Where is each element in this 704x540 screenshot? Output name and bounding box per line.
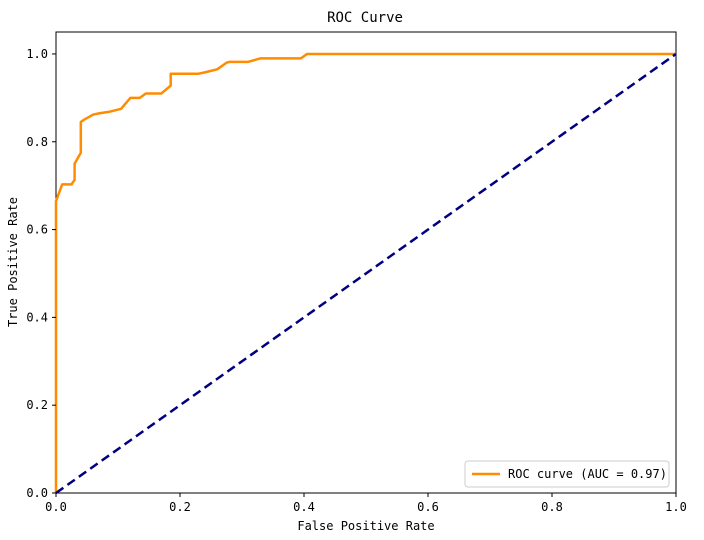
y-tick-label: 0.8 [26, 135, 48, 149]
x-tick-label: 1.0 [665, 500, 687, 514]
chance-diagonal-line [55, 52, 677, 495]
x-tick-label: 0.0 [45, 500, 67, 514]
x-tick-label: 0.2 [169, 500, 191, 514]
y-tick-label: 0.0 [26, 486, 48, 500]
legend: ROC curve (AUC = 0.97) [464, 460, 670, 488]
x-tick-label: 0.6 [417, 500, 439, 514]
y-tick-label: 0.4 [26, 310, 48, 324]
y-axis-label: True Positive Rate [6, 197, 20, 327]
series-layer [54, 52, 677, 495]
y-tick-label: 1.0 [26, 47, 48, 61]
x-tick-label: 0.8 [541, 500, 563, 514]
y-tick-label: 0.6 [26, 223, 48, 237]
plot-frame [55, 31, 677, 494]
x-tick-label: 0.4 [293, 500, 315, 514]
ticks-layer: 0.0 0.2 0.4 0.6 0.8 1.0 0.0 0.2 0.4 0.6 0.8 1.0 [26, 47, 687, 514]
x-axis-label: False Positive Rate [297, 519, 434, 533]
roc-curve-line [54, 52, 676, 493]
legend-label-roc: ROC curve (AUC = 0.97) [508, 467, 667, 481]
y-tick-label: 0.2 [26, 398, 48, 412]
chart-title: ROC Curve [327, 10, 403, 26]
legend-box [464, 460, 670, 488]
plot-area [55, 31, 677, 494]
